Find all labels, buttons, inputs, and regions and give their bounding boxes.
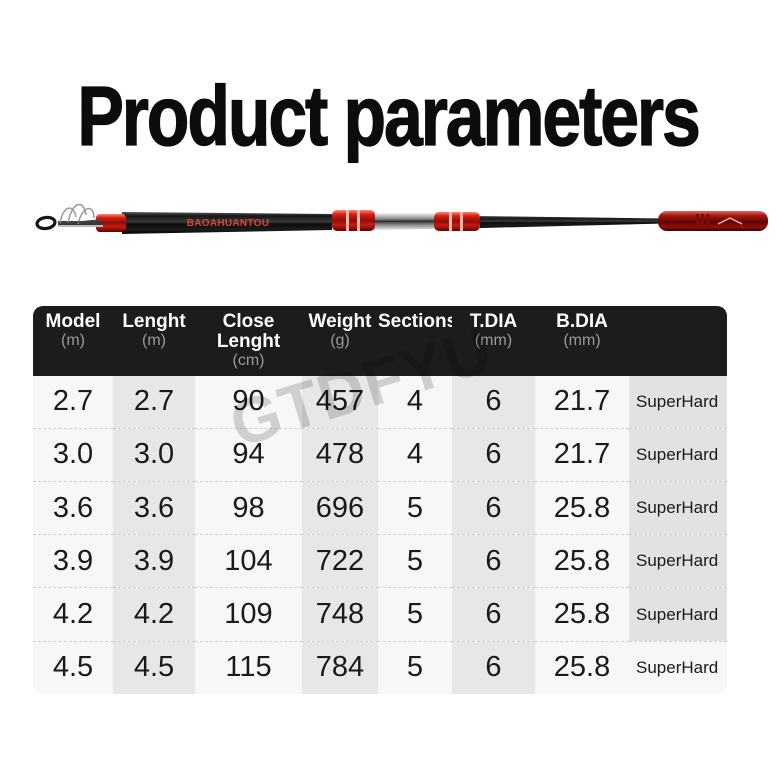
svg-text:BAOAHUANTOU: BAOAHUANTOU bbox=[187, 218, 270, 229]
